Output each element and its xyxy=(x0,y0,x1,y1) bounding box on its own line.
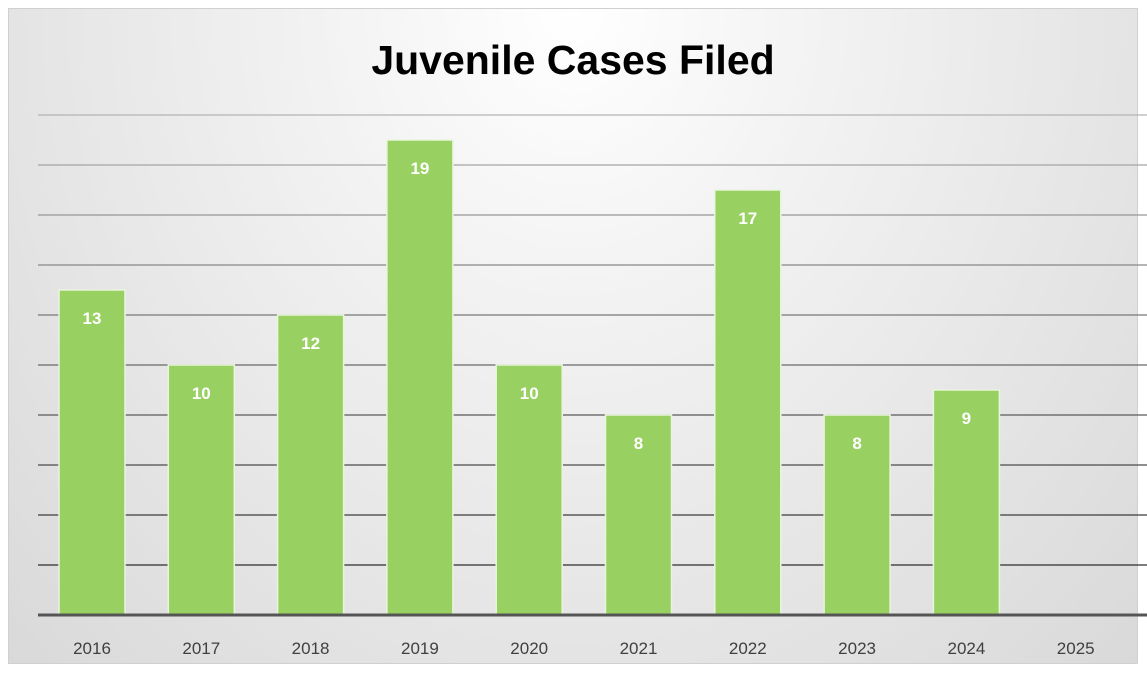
chart-title: Juvenile Cases Filed xyxy=(371,37,775,83)
x-tick-label-2022: 2022 xyxy=(729,639,767,658)
x-tick-label-2019: 2019 xyxy=(401,639,439,658)
x-tick-label-2025: 2025 xyxy=(1057,639,1095,658)
bar-2019 xyxy=(386,139,454,616)
bar-2022 xyxy=(714,189,782,616)
data-label-2020: 10 xyxy=(520,384,539,403)
x-tick-label-2016: 2016 xyxy=(73,639,111,658)
x-tick-label-2018: 2018 xyxy=(292,639,330,658)
data-label-2016: 13 xyxy=(83,309,102,328)
bar-2023 xyxy=(823,414,891,616)
data-label-2021: 8 xyxy=(634,434,643,453)
data-label-2022: 17 xyxy=(738,209,757,228)
data-label-2018: 12 xyxy=(301,334,320,353)
x-tick-labels: 2016 2017 2018 2019 2020 2021 2022 2023 2024 2025 xyxy=(73,639,1095,658)
data-label-2017: 10 xyxy=(192,384,211,403)
bar-2018 xyxy=(276,314,345,616)
data-label-2023: 8 xyxy=(852,434,861,453)
x-tick-label-2024: 2024 xyxy=(947,639,985,658)
x-tick-label-2023: 2023 xyxy=(838,639,876,658)
data-label-2024: 9 xyxy=(962,409,971,428)
bar-2020 xyxy=(495,364,563,616)
bars xyxy=(58,139,1001,616)
x-tick-label-2020: 2020 xyxy=(510,639,548,658)
data-label-2019: 19 xyxy=(410,159,429,178)
x-tick-label-2021: 2021 xyxy=(620,639,658,658)
bar-2016 xyxy=(58,289,126,616)
x-tick-label-2017: 2017 xyxy=(182,639,220,658)
data-labels: 13 10 12 19 10 8 17 8 9 xyxy=(83,159,972,453)
